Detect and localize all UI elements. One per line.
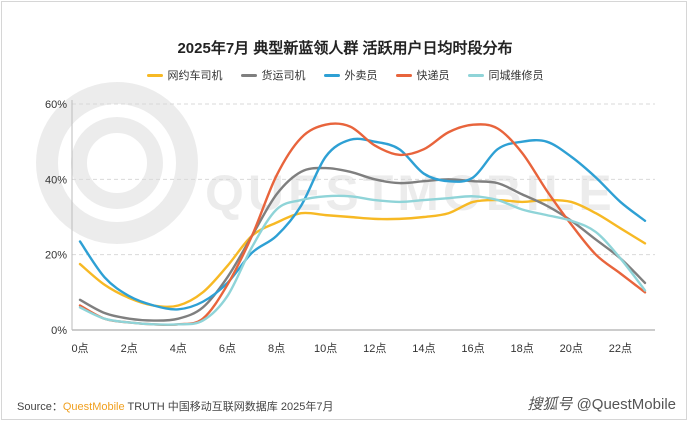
y-tick-label: 40% bbox=[45, 174, 67, 186]
watermark-ring bbox=[36, 82, 198, 244]
legend-swatch bbox=[323, 73, 340, 77]
watermark-inner-ring bbox=[71, 117, 163, 209]
y-tick-label: 0% bbox=[51, 325, 67, 337]
x-tick-label: 6点 bbox=[219, 342, 236, 355]
x-tick-label: 10点 bbox=[314, 342, 337, 355]
legend-item: 货运司机 bbox=[240, 67, 306, 83]
x-tick-label: 0点 bbox=[71, 342, 88, 355]
legend-label: 货运司机 bbox=[261, 70, 306, 82]
legend-swatch bbox=[240, 73, 257, 77]
chart-legend: 网约车司机 货运司机 外卖员 快递员 同城维修员 bbox=[0, 67, 690, 83]
source-rest: TRUTH 中国移动互联网数据库 2025年7月 bbox=[124, 401, 334, 413]
series-line-0 bbox=[78, 198, 647, 309]
x-tick-label: 4点 bbox=[170, 342, 187, 355]
watermark-questmobile: @QuestMobile bbox=[576, 396, 676, 413]
x-tick-label: 20点 bbox=[560, 342, 583, 355]
legend-label: 快递员 bbox=[416, 70, 450, 82]
x-tick-label: 2点 bbox=[121, 342, 138, 355]
legend-label: 外卖员 bbox=[344, 70, 378, 82]
x-tick-label: 12点 bbox=[363, 342, 386, 355]
chart-title: 2025年7月 典型新蓝领人群 活跃用户日均时段分布 bbox=[177, 40, 513, 57]
source-brand: QuestMobile bbox=[62, 401, 125, 413]
legend-item: 同城维修员 bbox=[467, 67, 544, 83]
watermark-text: QUESTMOBILE bbox=[205, 165, 616, 221]
legend-label: 同城维修员 bbox=[488, 70, 544, 82]
legend-swatch bbox=[146, 73, 163, 77]
watermark-sohu: 搜狐号 bbox=[527, 396, 573, 413]
legend-item: 快递员 bbox=[395, 67, 450, 83]
x-tick-label: 22点 bbox=[609, 342, 632, 355]
y-tick-label: 60% bbox=[45, 99, 67, 111]
x-tick-label: 14点 bbox=[412, 342, 435, 355]
series-line-1 bbox=[78, 166, 647, 322]
legend-item: 网约车司机 bbox=[146, 67, 223, 83]
legend-swatch bbox=[467, 73, 484, 77]
watermark-bottom-right: 搜狐号 @QuestMobile bbox=[527, 393, 676, 414]
x-tick-label: 16点 bbox=[461, 342, 484, 355]
legend-label: 网约车司机 bbox=[167, 70, 223, 82]
x-tick-label: 18点 bbox=[511, 342, 534, 355]
source-note: Source：QuestMobile TRUTH 中国移动互联网数据库 2025… bbox=[17, 398, 333, 414]
watermark-logo: QUESTMOBILE bbox=[36, 82, 616, 244]
source-label: Source： bbox=[17, 401, 63, 413]
series-line-2 bbox=[78, 137, 647, 311]
series-line-4 bbox=[78, 194, 647, 326]
x-tick-label: 8点 bbox=[268, 342, 285, 355]
legend-swatch bbox=[395, 73, 412, 77]
y-tick-label: 20% bbox=[45, 250, 67, 262]
legend-item: 外卖员 bbox=[323, 67, 378, 83]
